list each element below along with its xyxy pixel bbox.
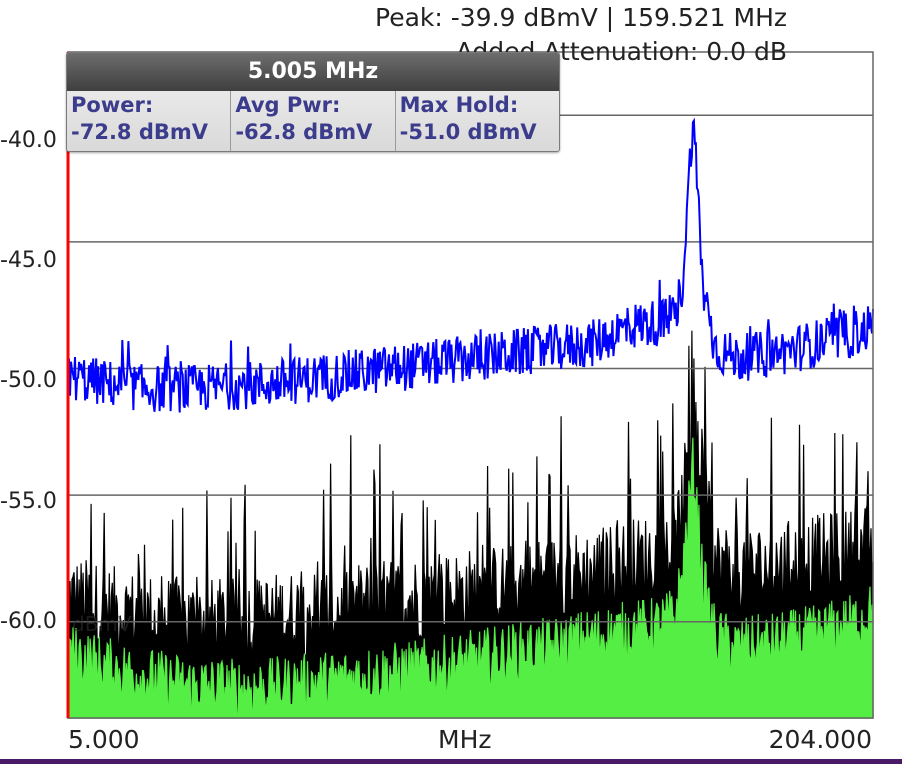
x-stop-label: 204.000: [768, 725, 872, 754]
max-hold-label: Max Hold:: [399, 93, 519, 117]
x-start-label: 5.000: [68, 725, 140, 754]
max-hold-trace: [67, 117, 874, 413]
avg-power-label: Avg Pwr:: [235, 93, 341, 117]
y-tick-label: -45.0: [0, 248, 57, 273]
marker-info-box[interactable]: 5.005 MHz Power: -72.8 dBmV Avg Pwr: -62…: [66, 52, 560, 152]
spectrum-traces: [67, 117, 874, 413]
power-label: Power:: [71, 93, 154, 117]
bottom-bar: [0, 759, 902, 764]
marker-frequency: 5.005 MHz: [67, 53, 559, 91]
average-trace: [67, 437, 874, 719]
y-tick-label: -55.0: [0, 489, 57, 514]
y-tick-label: -60.0: [0, 609, 57, 634]
power-value: -72.8 dBmV: [71, 120, 209, 144]
peak-readout: Peak: -39.9 dBmV | 159.521 MHz: [375, 3, 787, 32]
power-reading: Power: -72.8 dBmV: [67, 91, 232, 151]
x-unit-label: MHz: [438, 725, 492, 754]
y-tick-label: -40.0: [0, 128, 57, 153]
max-hold-value: -51.0 dBmV: [399, 120, 537, 144]
y-tick-label: -50.0: [0, 368, 57, 393]
avg-power-value: -62.8 dBmV: [235, 120, 373, 144]
y-unit-label: dBmV: [72, 612, 132, 636]
marker-readings: Power: -72.8 dBmV Avg Pwr: -62.8 dBmV Ma…: [67, 91, 559, 151]
max-hold-reading: Max Hold: -51.0 dBmV: [396, 91, 559, 151]
avg-power-reading: Avg Pwr: -62.8 dBmV: [231, 91, 396, 151]
